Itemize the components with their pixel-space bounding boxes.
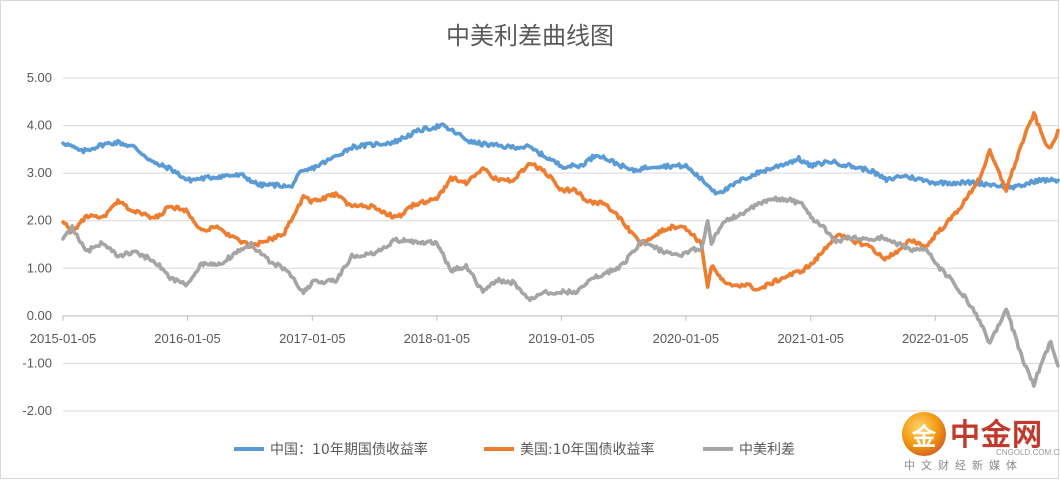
legend-label-1: 美国:10年国债收益率 [520,441,655,458]
x-tick-label: 2021-01-05 [777,331,844,346]
y-tick-label: -2.00 [22,403,52,418]
y-axis-ticks: 5.00 4.00 3.00 2.00 1.00 0.00 -1.00 -2.00 [22,70,52,418]
series-line-0 [61,122,1060,196]
chart-title: 中美利差曲线图 [446,22,614,50]
logo-domain: CNGOLD.COM.CN [996,448,1060,457]
logo-mark: 金 [912,422,936,451]
y-tick-label: 4.00 [27,118,52,133]
legend-label-0: 中国：10年期国债收益率 [270,441,428,458]
x-tick-label: 2020-01-05 [653,331,720,346]
y-tick-label: -1.00 [22,355,52,370]
legend-label-2: 中美利差 [739,442,795,458]
logo-text: 中金网 [950,418,1043,453]
logo-emblem-icon: 金 [902,412,946,456]
gridlines [63,77,1058,412]
series-line-2 [61,195,1060,388]
legend: 中国：10年期国债收益率 美国:10年国债收益率 中美利差 [234,441,795,458]
logo-tagline: 中文财经新媒体 [904,459,1023,472]
x-tick-label: 2015-01-05 [30,331,97,346]
watermark-logo: 金 中金网 CNGOLD.COM.CN 中文财经新媒体 [902,408,1060,474]
y-tick-label: 1.00 [27,260,52,275]
series-line-1 [61,111,1060,292]
y-tick-label: 2.00 [27,213,52,228]
y-tick-label: 3.00 [27,165,52,180]
x-tick-label: 2022-01-05 [902,331,969,346]
y-tick-label: 5.00 [27,70,52,85]
x-tick-label: 2019-01-05 [528,331,595,346]
x-tick-label: 2018-01-05 [404,331,471,346]
x-tick-label: 2016-01-05 [154,331,221,346]
y-tick-label: 0.00 [27,308,52,323]
series-group [61,111,1060,388]
x-axis-ticks: 2015-01-05 2016-01-05 2017-01-05 2018-01-05… [30,315,1058,346]
x-tick-label: 2017-01-05 [279,331,346,346]
